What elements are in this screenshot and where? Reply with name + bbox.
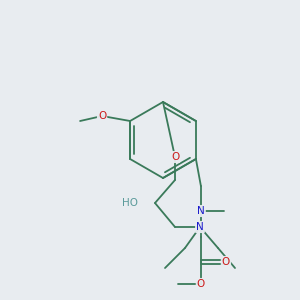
Text: O: O <box>222 257 230 267</box>
Text: O: O <box>98 111 106 121</box>
Text: O: O <box>197 279 205 289</box>
Text: HO: HO <box>122 198 138 208</box>
Text: O: O <box>171 152 179 162</box>
Text: N: N <box>197 206 205 216</box>
Text: N: N <box>196 222 204 232</box>
